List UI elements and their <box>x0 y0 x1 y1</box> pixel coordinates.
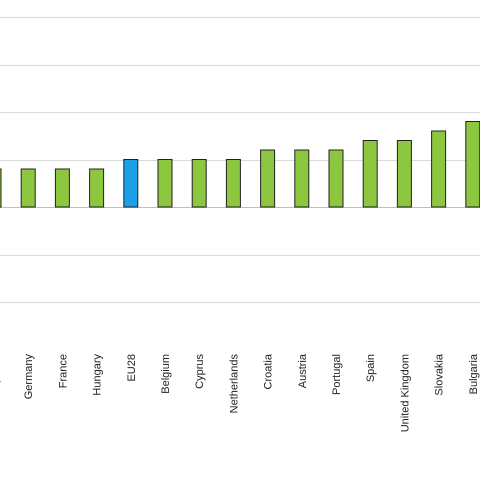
category-label: Germany <box>23 354 35 400</box>
category-label: Hungary <box>92 354 104 396</box>
category-label: Austria <box>297 353 309 388</box>
bar-germany <box>20 168 36 208</box>
bar-spain <box>362 140 378 208</box>
category-label: Croatia <box>263 353 275 389</box>
bar-netherlands <box>225 159 241 208</box>
bar-united-kingdom <box>396 140 412 208</box>
category-label: Portugal <box>331 354 343 395</box>
category-label: United Kingdom <box>399 354 411 432</box>
bar-portugal <box>328 149 344 208</box>
bar-bulgaria <box>465 121 480 208</box>
category-label: Cyprus <box>194 354 206 389</box>
bar-slovakia <box>431 130 447 208</box>
bar-croatia <box>260 149 276 208</box>
category-label: Netherlands <box>228 354 240 414</box>
category-labels: Czech Republic Germany France Hungary EU28 Be… <box>0 353 480 432</box>
category-label: Belgium <box>160 354 172 394</box>
category-label: Bulgaria <box>468 353 480 394</box>
bar-cyprus <box>191 159 207 208</box>
bar-czech-republic <box>0 168 2 208</box>
bar-france <box>54 168 70 208</box>
category-label: Spain <box>365 354 377 382</box>
bar-austria <box>294 149 310 208</box>
category-label: EU28 <box>126 354 138 382</box>
bars <box>0 121 480 208</box>
category-label: Czech Republic <box>0 354 1 432</box>
bar-belgium <box>157 159 173 208</box>
category-label: Slovakia <box>434 353 446 395</box>
bar-eu28 <box>123 159 139 208</box>
category-label: France <box>57 354 69 388</box>
bar-hungary <box>89 168 105 208</box>
